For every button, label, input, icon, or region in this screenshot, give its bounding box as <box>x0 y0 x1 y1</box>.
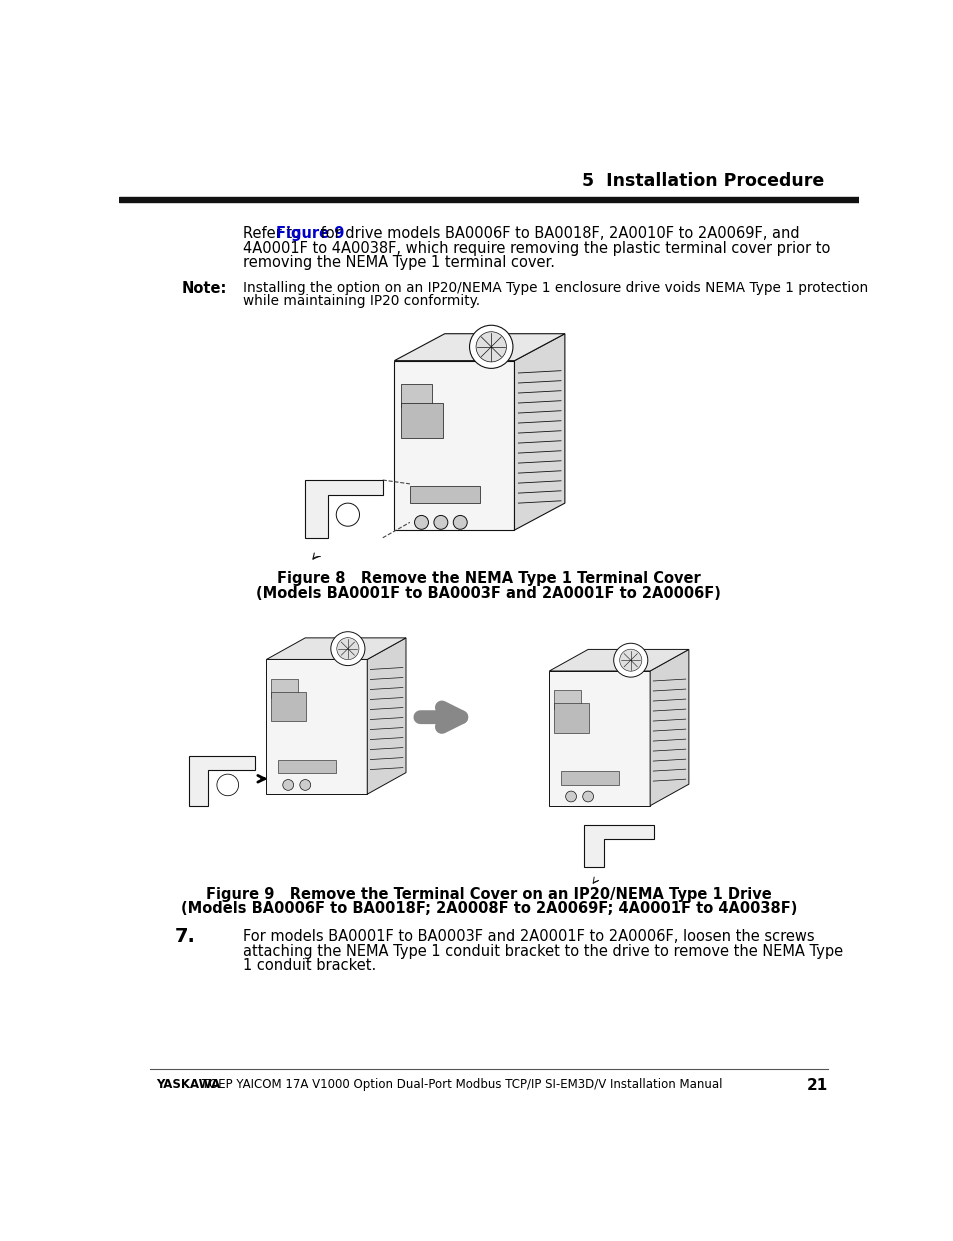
Text: 7.: 7. <box>174 927 195 946</box>
Bar <box>560 771 618 786</box>
Circle shape <box>453 515 467 530</box>
Polygon shape <box>583 825 654 867</box>
Bar <box>278 759 335 773</box>
Bar <box>394 361 514 530</box>
Polygon shape <box>305 480 382 537</box>
Circle shape <box>335 503 359 526</box>
Bar <box>554 690 580 710</box>
Bar <box>410 486 479 503</box>
Bar <box>400 403 443 438</box>
Circle shape <box>331 632 365 665</box>
Text: TOEP YAICOM 17A V1000 Option Dual-Port Modbus TCP/IP SI-EM3D/V Installation Manu: TOEP YAICOM 17A V1000 Option Dual-Port M… <box>198 1078 722 1091</box>
Text: while maintaining IP20 conformity.: while maintaining IP20 conformity. <box>243 294 480 309</box>
Text: Note:: Note: <box>181 282 227 297</box>
Text: For models BA0001F to BA0003F and 2A0001F to 2A0006F, loosen the screws: For models BA0001F to BA0003F and 2A0001… <box>243 930 814 944</box>
Bar <box>271 679 298 697</box>
Bar <box>554 704 588 732</box>
Text: Figure 9   Remove the Terminal Cover on an IP20/NEMA Type 1 Drive: Figure 9 Remove the Terminal Cover on an… <box>206 886 771 901</box>
Circle shape <box>476 331 506 362</box>
Circle shape <box>613 643 647 678</box>
Circle shape <box>216 774 238 795</box>
Text: 4A0001F to 4A0038F, which require removing the plastic terminal cover prior to: 4A0001F to 4A0038F, which require removi… <box>243 241 830 256</box>
Text: Installing the option on an IP20/NEMA Type 1 enclosure drive voids NEMA Type 1 p: Installing the option on an IP20/NEMA Ty… <box>243 282 867 295</box>
Text: 21: 21 <box>805 1078 827 1093</box>
Text: Refer to: Refer to <box>243 226 306 241</box>
Circle shape <box>415 515 428 530</box>
Text: (Models BA0006F to BA0018F; 2A0008F to 2A0069F; 4A0001F to 4A0038F): (Models BA0006F to BA0018F; 2A0008F to 2… <box>180 901 797 916</box>
Circle shape <box>299 779 311 791</box>
Bar <box>549 671 649 805</box>
Polygon shape <box>549 649 688 671</box>
Bar <box>400 383 431 407</box>
Polygon shape <box>514 334 564 530</box>
Polygon shape <box>649 649 688 805</box>
Circle shape <box>469 325 513 369</box>
Text: 5  Installation Procedure: 5 Installation Procedure <box>581 172 823 191</box>
Circle shape <box>565 791 576 802</box>
Text: (Models BA0001F to BA0003F and 2A0001F to 2A0006F): (Models BA0001F to BA0003F and 2A0001F t… <box>256 586 720 601</box>
Text: Figure 8   Remove the NEMA Type 1 Terminal Cover: Figure 8 Remove the NEMA Type 1 Terminal… <box>276 571 700 586</box>
Polygon shape <box>367 638 406 794</box>
Bar <box>271 691 306 721</box>
Circle shape <box>619 649 641 671</box>
Circle shape <box>582 791 593 802</box>
Text: 1 conduit bracket.: 1 conduit bracket. <box>243 958 376 973</box>
Text: attaching the NEMA Type 1 conduit bracket to the drive to remove the NEMA Type: attaching the NEMA Type 1 conduit bracke… <box>243 943 842 958</box>
Polygon shape <box>266 638 406 659</box>
Text: for drive models BA0006F to BA0018F, 2A0010F to 2A0069F, and: for drive models BA0006F to BA0018F, 2A0… <box>315 226 799 241</box>
Bar <box>266 659 367 794</box>
Circle shape <box>282 779 294 791</box>
Circle shape <box>336 638 358 660</box>
Polygon shape <box>189 756 254 805</box>
Text: removing the NEMA Type 1 terminal cover.: removing the NEMA Type 1 terminal cover. <box>243 256 555 271</box>
Polygon shape <box>394 334 564 361</box>
Text: Figure 9: Figure 9 <box>275 226 344 241</box>
Bar <box>119 196 858 202</box>
Text: YASKAWA: YASKAWA <box>155 1078 220 1091</box>
Circle shape <box>434 515 447 530</box>
